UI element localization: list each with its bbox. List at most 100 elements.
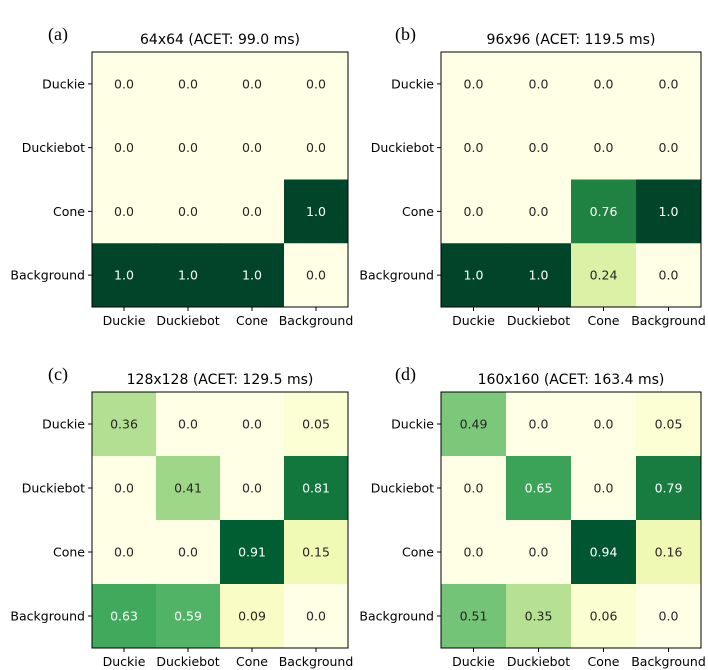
- heatmap-cell: [506, 584, 572, 649]
- cell-value-label: 0.0: [659, 609, 679, 624]
- cell-value-label: 0.76: [590, 204, 618, 219]
- heatmap-cell: [156, 115, 221, 180]
- panel-title: 160x160 (ACET: 163.4 ms): [478, 372, 665, 388]
- cell-value-label: 0.0: [659, 268, 679, 283]
- heatmap-cell: [220, 179, 285, 244]
- heatmap-cell: [92, 179, 157, 244]
- heatmap-panel-4: (d) 160x160 (ACET: 163.4 ms) 0.49 0.0 0.0 0.0…: [359, 364, 705, 669]
- panel-title: 96x96 (ACET: 119.5 ms): [487, 32, 656, 48]
- heatmap-cell: [156, 584, 221, 649]
- cell-value-label: 0.05: [655, 417, 683, 432]
- heatmap-cell: [506, 520, 572, 585]
- x-tick-label: Background: [279, 654, 354, 669]
- x-tick-label: Duckiebot: [507, 654, 570, 669]
- y-tick-label: Duckiebot: [371, 481, 434, 496]
- heatmap-cell: [92, 115, 157, 180]
- plot-frame: [91, 51, 349, 308]
- y-tick-label: Background: [359, 268, 434, 283]
- y-tick-label: Duckiebot: [371, 140, 434, 155]
- panel-letter: (a): [48, 24, 68, 45]
- y-tick-label: Cone: [53, 204, 85, 219]
- cell-value-label: 0.0: [178, 76, 198, 91]
- heatmap-cell: [92, 243, 157, 308]
- heatmap-cell: [220, 243, 285, 308]
- plot-frame: [91, 391, 349, 649]
- cell-value-label: 0.0: [594, 76, 614, 91]
- heatmap-cell: [571, 392, 637, 457]
- x-tick-label: Background: [631, 654, 706, 669]
- plot-frame: [440, 391, 702, 649]
- heatmap-cell: [220, 392, 285, 457]
- heatmap-cell: [92, 520, 157, 585]
- cell-value-label: 0.81: [302, 481, 330, 496]
- cell-value-label: 0.0: [529, 76, 549, 91]
- panel-letter: (c): [48, 364, 68, 385]
- cell-value-label: 0.0: [529, 417, 549, 432]
- cell-value-label: 0.05: [302, 417, 330, 432]
- heatmap-cell: [92, 584, 157, 649]
- cell-value-label: 0.0: [114, 140, 134, 155]
- heatmap-panel-2: (b) 96x96 (ACET: 119.5 ms) 0.0 0.0 0.0 0.0 0.0…: [359, 24, 705, 328]
- y-tick-label: Cone: [402, 204, 434, 219]
- cell-value-label: 0.0: [529, 140, 549, 155]
- y-tick-label: Background: [10, 268, 85, 283]
- x-tick-label: Duckie: [452, 313, 495, 328]
- y-tick-label: Cone: [402, 545, 434, 560]
- x-tick-label: Duckiebot: [507, 313, 570, 328]
- cell-value-label: 0.0: [242, 204, 262, 219]
- cell-value-label: 0.0: [178, 204, 198, 219]
- cell-value-label: 0.59: [174, 609, 202, 624]
- cell-value-label: 0.41: [174, 481, 202, 496]
- y-tick-label: Duckie: [42, 76, 85, 91]
- cell-value-label: 0.0: [594, 417, 614, 432]
- heatmap-cell: [636, 584, 702, 649]
- heatmap-cell: [636, 243, 702, 308]
- heatmap-cell: [92, 392, 157, 457]
- cell-value-label: 0.09: [238, 609, 266, 624]
- cell-value-label: 0.0: [114, 481, 134, 496]
- cell-value-label: 1.0: [529, 268, 549, 283]
- heatmap-cell: [156, 520, 221, 585]
- x-tick-label: Cone: [236, 313, 268, 328]
- y-tick-label: Duckie: [391, 417, 434, 432]
- cell-value-label: 0.0: [464, 545, 484, 560]
- x-tick-label: Duckie: [103, 313, 146, 328]
- heatmap-cell: [156, 456, 221, 521]
- x-tick-label: Cone: [588, 654, 620, 669]
- heatmap-cell: [156, 392, 221, 457]
- heatmap-cell: [284, 520, 349, 585]
- cell-value-label: 0.0: [114, 76, 134, 91]
- y-tick-label: Duckie: [42, 417, 85, 432]
- heatmap-cell: [156, 52, 221, 117]
- cell-value-label: 0.35: [525, 609, 553, 624]
- panel-title: 64x64 (ACET: 99.0 ms): [140, 32, 300, 48]
- heatmap-cell: [571, 456, 637, 521]
- plot-frame: [440, 51, 702, 308]
- cell-value-label: 1.0: [464, 268, 484, 283]
- heatmap-cell: [92, 456, 157, 521]
- heatmap-cell: [636, 115, 702, 180]
- x-tick-label: Duckie: [103, 654, 146, 669]
- cell-value-label: 1.0: [178, 268, 198, 283]
- cell-value-label: 0.49: [460, 417, 488, 432]
- heatmap-cell: [636, 179, 702, 244]
- cell-value-label: 0.0: [464, 140, 484, 155]
- heatmap-cell: [571, 520, 637, 585]
- x-tick-label: Duckie: [452, 654, 495, 669]
- x-tick-label: Background: [279, 313, 354, 328]
- heatmap-cell: [571, 179, 637, 244]
- heatmap-cell: [220, 456, 285, 521]
- cell-value-label: 0.0: [178, 417, 198, 432]
- y-tick-label: Background: [10, 609, 85, 624]
- heatmap-cell: [441, 584, 507, 649]
- cell-value-label: 0.91: [238, 545, 266, 560]
- heatmap-cell: [506, 243, 572, 308]
- cell-value-label: 0.0: [178, 140, 198, 155]
- heatmap-cell: [571, 584, 637, 649]
- panel-letter: (d): [395, 364, 416, 385]
- cell-value-label: 0.0: [529, 545, 549, 560]
- heatmap-cell: [284, 52, 349, 117]
- heatmap-cell: [284, 243, 349, 308]
- heatmap-cell: [284, 456, 349, 521]
- x-tick-label: Cone: [236, 654, 268, 669]
